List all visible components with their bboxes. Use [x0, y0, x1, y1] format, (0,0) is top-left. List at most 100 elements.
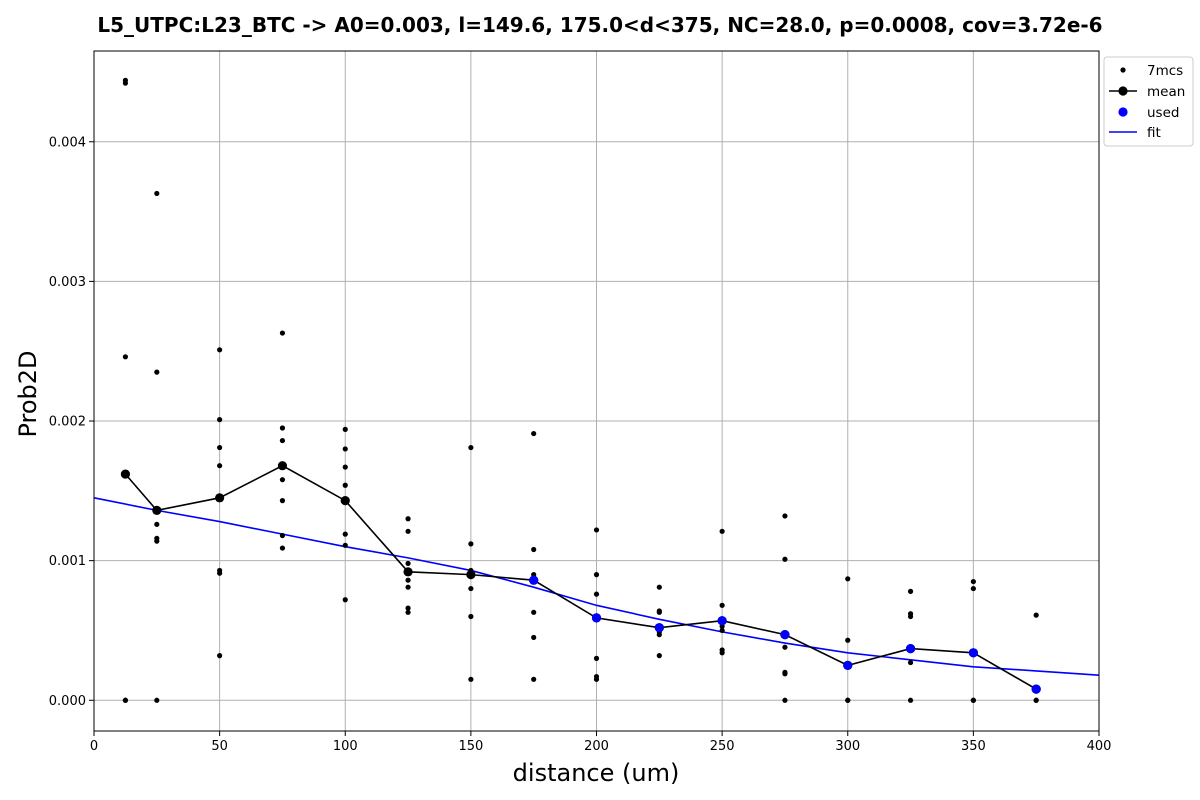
raw-point-81: [907, 588, 914, 594]
mean-point-5: [403, 567, 413, 577]
raw-point-10: [154, 697, 160, 703]
legend-marker-used: [1118, 107, 1128, 117]
raw-point-21: [279, 477, 286, 483]
raw-point-77: [845, 637, 851, 643]
raw-point-33: [405, 528, 411, 534]
y-tick-label-3: 0.003: [49, 275, 86, 290]
raw-point-75: [782, 697, 788, 703]
legend-box: [1103, 56, 1194, 147]
used-point-2: [654, 623, 664, 633]
raw-point-50: [531, 634, 537, 641]
legend-label-used: used: [1147, 105, 1179, 121]
mean-point-2: [215, 493, 225, 503]
raw-point-76: [845, 576, 851, 582]
raw-point-57: [593, 676, 600, 682]
x-tick-label-6: 300: [835, 739, 860, 754]
legend-label-fit: fit: [1147, 125, 1161, 141]
raw-point-11: [217, 347, 223, 353]
raw-point-18: [279, 330, 286, 336]
legend-marker-7mcs: [1120, 67, 1126, 73]
raw-point-71: [782, 556, 788, 562]
raw-point-6: [154, 369, 160, 375]
fit-line: [93, 497, 1100, 676]
raw-point-39: [468, 444, 474, 451]
raw-point-9: [154, 538, 160, 544]
raw-point-4: [122, 697, 129, 703]
used-point-7: [968, 648, 978, 658]
raw-point-74: [782, 671, 788, 677]
raw-point-45: [531, 430, 537, 437]
raw-point-43: [468, 613, 474, 620]
raw-point-53: [593, 572, 600, 578]
used-point-5: [843, 660, 853, 670]
raw-point-49: [531, 609, 537, 615]
raw-point-67: [719, 627, 725, 634]
raw-point-63: [656, 652, 662, 659]
raw-point-32: [405, 516, 411, 522]
raw-point-92: [1033, 697, 1039, 703]
raw-point-80: [845, 697, 851, 703]
x-tick-label-0: 0: [90, 739, 98, 754]
raw-point-90: [1033, 612, 1039, 618]
raw-point-62: [656, 632, 662, 638]
mean-point-3: [277, 461, 288, 471]
raw-point-64: [719, 528, 725, 534]
used-point-8: [1031, 684, 1041, 694]
raw-point-19: [279, 425, 286, 431]
x-tick-label-2: 100: [333, 739, 358, 754]
raw-point-65: [719, 602, 725, 608]
raw-point-46: [531, 546, 537, 553]
raw-point-12: [217, 417, 223, 423]
raw-point-42: [468, 585, 474, 592]
used-point-1: [591, 613, 602, 623]
raw-point-2: [122, 354, 129, 360]
mean-point-4: [340, 496, 350, 506]
raw-point-58: [656, 584, 662, 590]
raw-point-54: [593, 591, 600, 597]
chart-title: L5_UTPC:L23_BTC -> A0=0.003, l=149.6, 17…: [97, 13, 1102, 37]
mean-point-1: [152, 505, 162, 515]
x-axis-ticks: 0 50 100 150 200 250 300 350 400: [90, 731, 1111, 754]
used-point-0: [529, 575, 539, 585]
y-tick-label-2: 0.002: [49, 415, 86, 430]
x-tick-label-5: 250: [710, 739, 735, 754]
used-point-4: [780, 630, 790, 640]
raw-point-34: [405, 560, 411, 567]
used-point-6: [905, 644, 916, 654]
legend-marker-mean: [1118, 86, 1128, 96]
mean-point-0: [120, 469, 131, 479]
raw-point-24: [279, 545, 286, 551]
raw-point-40: [468, 541, 474, 547]
raw-point-16: [217, 570, 223, 576]
raw-point-27: [342, 464, 348, 470]
raw-point-36: [405, 584, 411, 590]
raw-point-51: [531, 676, 537, 682]
raw-point-84: [907, 659, 914, 666]
y-tick-label-0: 0.000: [49, 694, 86, 709]
raw-point-30: [342, 542, 348, 548]
raw-point-20: [279, 437, 286, 444]
raw-point-28: [342, 482, 348, 488]
raw-point-22: [279, 498, 286, 504]
y-tick-label-1: 0.001: [49, 554, 86, 569]
raw-point-17: [217, 652, 223, 659]
raw-point-60: [656, 609, 662, 615]
used-series: [529, 575, 1041, 694]
raw-point-41: [468, 567, 474, 574]
raw-point-70: [782, 513, 788, 519]
fit-series: [93, 497, 1100, 676]
legend-label-mean: mean: [1147, 84, 1185, 100]
raw-series-7mcs: [122, 77, 1039, 703]
raw-point-55: [593, 655, 600, 661]
x-tick-label-7: 350: [961, 739, 986, 754]
legend: 7mcs mean used fit: [1103, 56, 1194, 147]
raw-point-5: [154, 190, 160, 197]
raw-point-26: [342, 446, 348, 452]
raw-point-31: [342, 597, 348, 603]
raw-point-38: [405, 609, 411, 615]
raw-point-89: [970, 697, 976, 703]
raw-point-7: [154, 521, 160, 527]
raw-point-1: [122, 80, 129, 86]
